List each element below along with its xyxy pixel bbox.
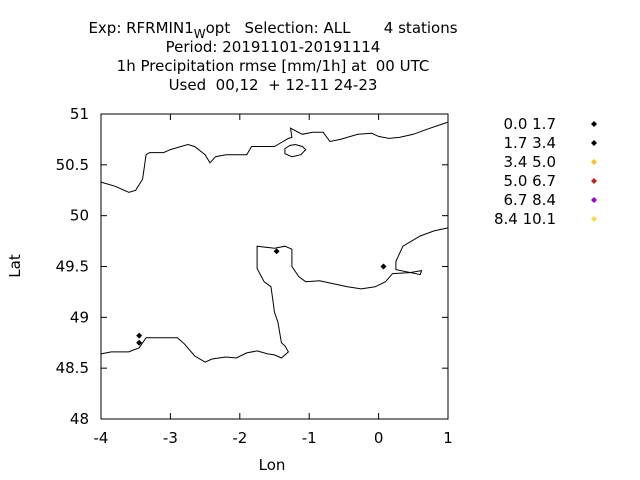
title-subscript: W [194, 27, 206, 41]
legend-marker-2 [591, 159, 597, 165]
y-tick-label-0: 48 [70, 410, 89, 428]
x-tick-label-2: -2 [232, 429, 247, 447]
coastline-0 [100, 121, 449, 193]
title-line-4: Used 00,12 + 12-11 24-23 [169, 76, 378, 94]
station-point-2 [273, 248, 280, 255]
legend-marker-1 [591, 140, 597, 146]
coastline-layer [100, 121, 449, 363]
y-tick-label-4: 50 [70, 207, 89, 225]
legend-label-0: 0.0 1.7 [504, 115, 556, 133]
title-line-1: Exp: RFRMIN1Wopt Selection: ALL 4 statio… [88, 19, 457, 41]
title-line-2: Period: 20191101-20191114 [166, 38, 381, 56]
axis-ticks: -4 -3 -2 -1 0 1 48 48.5 49 49.5 50 50.5 51 [56, 105, 453, 447]
legend-marker-0 [591, 121, 597, 127]
station-point-0 [136, 332, 143, 339]
legend-label-2: 3.4 5.0 [504, 153, 556, 171]
legend-marker-4 [591, 197, 597, 203]
x-tick-label-5: 1 [443, 429, 453, 447]
legend-label-1: 1.7 3.4 [504, 134, 556, 152]
legend-marker-3 [591, 178, 597, 184]
x-tick-label-0: -4 [94, 429, 109, 447]
legend: 0.0 1.71.7 3.43.4 5.05.0 6.76.7 8.48.4 1… [494, 115, 597, 228]
station-layer [136, 248, 387, 346]
x-tick-label-1: -3 [163, 429, 178, 447]
legend-marker-5 [591, 216, 597, 222]
legend-label-5: 8.4 10.1 [494, 210, 556, 228]
coastline-2 [100, 227, 449, 363]
station-point-3 [380, 263, 387, 270]
y-tick-label-5: 50.5 [56, 156, 89, 174]
chart-title: Exp: RFRMIN1Wopt Selection: ALL 4 statio… [88, 19, 457, 94]
x-tick-label-4: 0 [374, 429, 384, 447]
legend-label-3: 5.0 6.7 [504, 172, 556, 190]
station-point-1 [136, 339, 143, 346]
y-tick-label-1: 48.5 [56, 359, 89, 377]
x-tick-label-3: -1 [302, 429, 317, 447]
y-tick-label-6: 51 [70, 105, 89, 123]
coastline-1 [284, 144, 307, 158]
y-axis-label: Lat [6, 254, 24, 278]
title-line-3: 1h Precipitation rmse [mm/1h] at 00 UTC [117, 57, 430, 75]
y-tick-label-2: 49 [70, 308, 89, 326]
y-tick-label-3: 49.5 [56, 258, 89, 276]
x-axis-label: Lon [259, 456, 286, 474]
legend-label-4: 6.7 8.4 [504, 191, 556, 209]
